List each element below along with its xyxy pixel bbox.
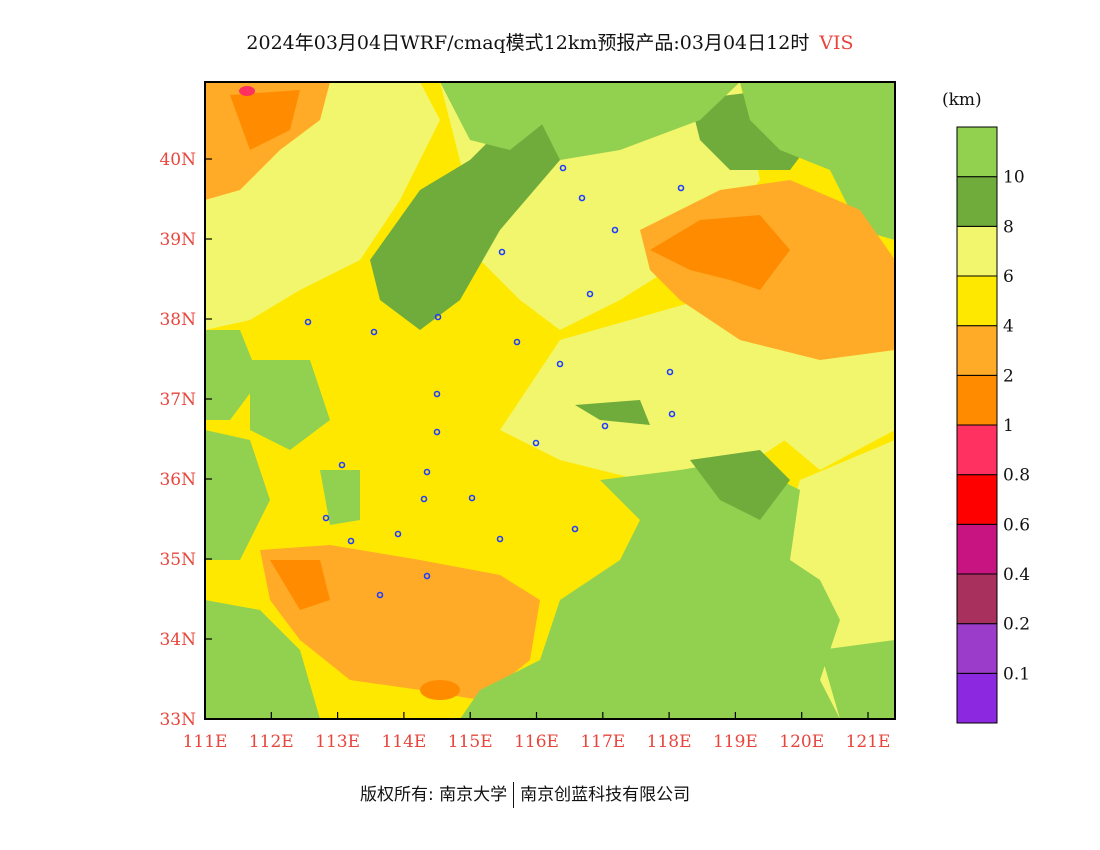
x-tick-label: 115E bbox=[448, 732, 493, 752]
footer-divider bbox=[513, 782, 515, 808]
x-tick-label: 119E bbox=[713, 732, 758, 752]
colorbar-bin bbox=[956, 176, 998, 227]
x-tick-label: 112E bbox=[249, 732, 294, 752]
colorbar-bin bbox=[956, 225, 998, 277]
y-axis: 33N 34N 35N 36N 37N 38N 39N 40N bbox=[159, 150, 212, 730]
y-tick-label: 37N bbox=[159, 390, 196, 410]
colorbar-label: 2 bbox=[1003, 366, 1014, 386]
x-tick-label: 117E bbox=[580, 732, 625, 752]
colorbar-bin bbox=[956, 523, 998, 575]
map-title: 2024年03月04日WRF/cmaq模式12km预报产品:03月04日12时 V… bbox=[0, 28, 1100, 55]
colorbar-label: 8 bbox=[1003, 217, 1014, 237]
colorbar-label: 0.6 bbox=[1003, 515, 1030, 535]
y-tick-label: 35N bbox=[159, 550, 196, 570]
x-tick-label: 121E bbox=[846, 732, 891, 752]
colorbar-bin bbox=[956, 474, 998, 525]
colorbar-bin bbox=[956, 126, 998, 178]
colorbar-label: 0.1 bbox=[1003, 664, 1030, 684]
colorbar-bin bbox=[956, 424, 998, 476]
x-tick-label: 114E bbox=[381, 732, 426, 752]
x-tick-label: 118E bbox=[647, 732, 692, 752]
x-tick-label: 111E bbox=[183, 732, 228, 752]
map-border bbox=[204, 81, 896, 720]
copyright-owner: 版权所有: 南京大学 bbox=[360, 785, 508, 805]
x-tick-label: 120E bbox=[779, 732, 824, 752]
colorbar-label: 0.2 bbox=[1003, 615, 1030, 635]
visibility-field bbox=[205, 82, 895, 719]
city-markers bbox=[304, 164, 685, 599]
copyright-footer: 版权所有: 南京大学 南京创蓝科技有限公司 bbox=[360, 780, 690, 808]
x-axis: 111E 112E 113E 114E 115E 116E 117E 118E 119E 120E… bbox=[183, 712, 891, 752]
colorbar-bin bbox=[956, 374, 998, 426]
title-text: 2024年03月04日WRF/cmaq模式12km预报产品:03月04日12时 bbox=[246, 32, 810, 54]
x-tick-label: 116E bbox=[514, 732, 559, 752]
y-tick-label: 33N bbox=[159, 710, 196, 730]
variable-label: VIS bbox=[819, 32, 854, 54]
colorbar-bin bbox=[956, 573, 998, 625]
colorbar-label: 10 bbox=[1003, 168, 1025, 188]
colorbar: 0.1 0.2 0.4 0.6 0.8 1 2 4 6 8 10 bbox=[956, 126, 1030, 724]
y-tick-label: 38N bbox=[159, 310, 196, 330]
y-tick-label: 40N bbox=[159, 150, 196, 170]
colorbar-bin bbox=[956, 623, 998, 674]
colorbar-label: 4 bbox=[1003, 317, 1014, 337]
colorbar-label: 0.8 bbox=[1003, 466, 1030, 486]
colorbar-bin bbox=[956, 672, 998, 724]
colorbar-bin bbox=[956, 275, 998, 327]
colorbar-label: 0.4 bbox=[1003, 565, 1030, 585]
y-tick-label: 34N bbox=[159, 630, 196, 650]
y-tick-label: 36N bbox=[159, 470, 196, 490]
copyright-company: 南京创蓝科技有限公司 bbox=[520, 785, 691, 805]
colorbar-label: 1 bbox=[1003, 416, 1014, 436]
colorbar-bin bbox=[956, 325, 998, 376]
x-tick-label: 113E bbox=[315, 732, 360, 752]
y-tick-label: 39N bbox=[159, 230, 196, 250]
colorbar-units: (km) bbox=[942, 90, 982, 110]
colorbar-label: 6 bbox=[1003, 267, 1014, 287]
